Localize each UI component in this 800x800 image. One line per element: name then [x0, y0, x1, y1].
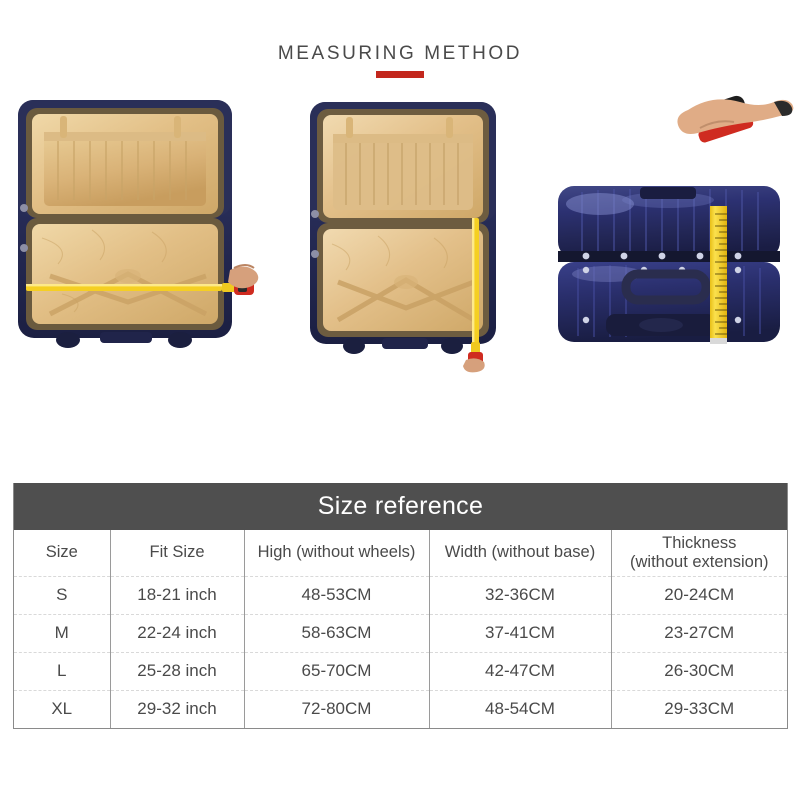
column-header-thickness-line1: Thickness: [662, 533, 737, 552]
cell-fit: 22-24 inch: [110, 614, 245, 653]
cell-fit: 18-21 inch: [110, 576, 245, 615]
cell-fit: 25-28 inch: [110, 652, 245, 691]
table-row: S 18-21 inch 48-53CM 32-36CM 20-24CM: [14, 576, 787, 615]
column-header-thickness: Thickness (without extension): [611, 530, 787, 577]
table-title: Size reference: [14, 483, 787, 530]
cell-size: L: [14, 652, 111, 691]
size-grid: Size Fit Size High (without wheels) Widt…: [14, 530, 787, 728]
measuring-photo-row: [0, 88, 800, 378]
cell-high: 58-63CM: [244, 614, 430, 653]
cell-high: 48-53CM: [244, 576, 430, 615]
column-header-fit-size: Fit Size: [110, 530, 245, 577]
title-accent-rule: [376, 71, 424, 78]
column-header-width: Width (without base): [429, 530, 612, 577]
cell-size: XL: [14, 690, 111, 728]
cell-size: M: [14, 614, 111, 653]
cell-width: 42-47CM: [429, 652, 612, 691]
cell-thickness: 26-30CM: [611, 652, 787, 691]
table-row: M 22-24 inch 58-63CM 37-41CM 23-27CM: [14, 614, 787, 653]
column-header-thickness-line2: (without extension): [630, 552, 769, 571]
cell-width: 37-41CM: [429, 614, 612, 653]
cell-size: S: [14, 576, 111, 615]
table-header-row: Size Fit Size High (without wheels) Widt…: [14, 530, 787, 577]
table-row: L 25-28 inch 65-70CM 42-47CM 26-30CM: [14, 652, 787, 691]
page-header: MEASURING METHOD: [0, 42, 800, 78]
column-header-high: High (without wheels): [244, 530, 430, 577]
table-row: XL 29-32 inch 72-80CM 48-54CM 29-33CM: [14, 690, 787, 728]
cell-thickness: 23-27CM: [611, 614, 787, 653]
cell-width: 48-54CM: [429, 690, 612, 728]
cell-thickness: 29-33CM: [664, 699, 735, 719]
page-title: MEASURING METHOD: [277, 43, 523, 64]
cell-width: 32-36CM: [429, 576, 612, 615]
size-reference-table: Size reference Size Fit Size High (witho…: [13, 483, 788, 729]
open-suitcase-width-measure-image: [2, 88, 260, 368]
column-header-size: Size: [14, 530, 111, 577]
open-suitcase-height-measure-image: [296, 88, 518, 378]
cell-high: 65-70CM: [244, 652, 430, 691]
cell-high: 72-80CM: [244, 690, 430, 728]
closed-suitcase-thickness-measure-image: [548, 88, 798, 378]
cell-fit: 29-32 inch: [110, 690, 245, 728]
cell-thickness: 20-24CM: [611, 576, 787, 615]
